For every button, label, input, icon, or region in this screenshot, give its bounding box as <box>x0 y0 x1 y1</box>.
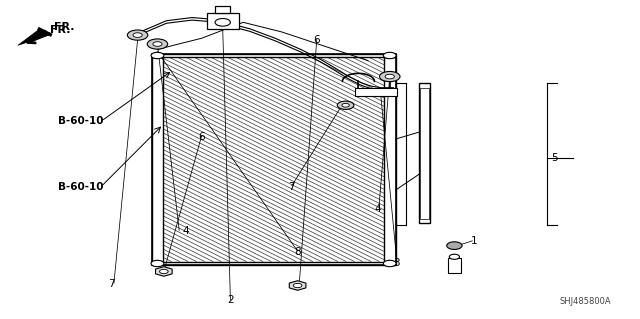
Text: B-60-10: B-60-10 <box>58 182 103 192</box>
Bar <box>420 88 429 219</box>
Circle shape <box>337 101 354 109</box>
Text: 2: 2 <box>227 295 234 306</box>
Circle shape <box>215 19 230 26</box>
Bar <box>207 13 239 29</box>
Bar <box>152 54 396 57</box>
Text: 8: 8 <box>294 247 301 257</box>
Bar <box>163 57 384 262</box>
Circle shape <box>159 269 168 274</box>
Bar <box>419 83 430 223</box>
Circle shape <box>147 39 168 49</box>
Circle shape <box>380 71 400 82</box>
Bar <box>448 258 461 273</box>
Text: FR.: FR. <box>28 22 75 43</box>
Text: 7: 7 <box>288 182 294 192</box>
Text: 7: 7 <box>109 279 115 289</box>
Bar <box>384 57 396 262</box>
Circle shape <box>127 30 148 40</box>
Circle shape <box>151 52 164 59</box>
Bar <box>152 54 396 265</box>
Circle shape <box>385 74 394 79</box>
Bar <box>215 6 230 13</box>
Circle shape <box>383 260 396 267</box>
Text: FR.: FR. <box>50 25 70 35</box>
Circle shape <box>449 254 460 259</box>
Circle shape <box>133 33 142 37</box>
Circle shape <box>447 242 462 249</box>
Text: B-60-10: B-60-10 <box>58 116 103 126</box>
Polygon shape <box>156 267 172 276</box>
Polygon shape <box>289 281 306 290</box>
Circle shape <box>151 260 164 267</box>
Text: 1: 1 <box>470 236 477 246</box>
Text: 3: 3 <box>394 258 400 268</box>
Text: 6: 6 <box>314 35 320 45</box>
Text: 6: 6 <box>198 132 205 142</box>
Text: 4: 4 <box>182 226 189 236</box>
Bar <box>163 57 384 262</box>
Circle shape <box>383 52 396 59</box>
Text: 4: 4 <box>374 204 381 214</box>
Circle shape <box>153 42 162 46</box>
Bar <box>355 88 397 96</box>
Bar <box>152 262 396 265</box>
Polygon shape <box>18 29 50 45</box>
Circle shape <box>293 283 302 288</box>
Text: 5: 5 <box>552 153 558 163</box>
Circle shape <box>342 103 349 107</box>
Bar <box>152 57 163 262</box>
Text: SHJ485800A: SHJ485800A <box>560 297 611 306</box>
